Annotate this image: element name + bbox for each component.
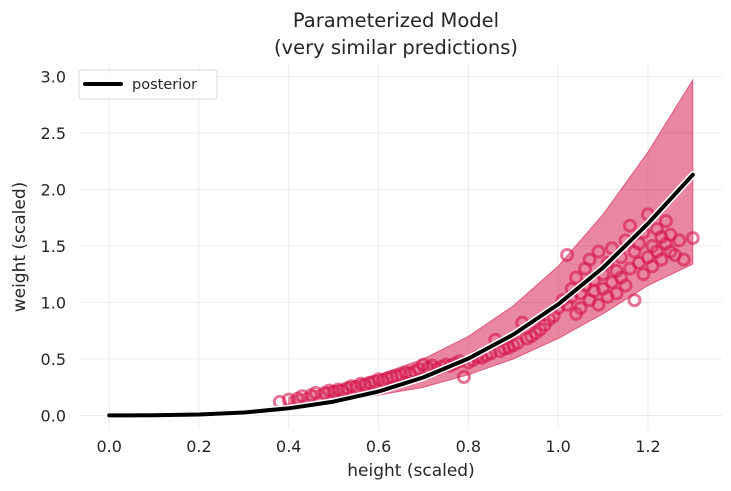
y-tick-label: 2.0 xyxy=(41,181,66,200)
data-point xyxy=(609,286,624,301)
data-point xyxy=(600,255,615,270)
data-point xyxy=(582,252,597,267)
y-axis-title: weight (scaled) xyxy=(10,182,30,313)
y-tick-label: 2.5 xyxy=(41,124,66,143)
legend-label: posterior xyxy=(132,77,197,93)
y-tick-label: 0.0 xyxy=(41,406,66,425)
legend: posterior xyxy=(78,69,218,100)
data-point xyxy=(618,278,633,293)
data-point xyxy=(672,233,687,248)
y-tick-label: 3.0 xyxy=(41,68,66,87)
posterior-line-layer xyxy=(105,171,697,419)
x-tick-label: 0.2 xyxy=(186,437,211,456)
data-point xyxy=(295,389,310,404)
y-tick-label: 1.5 xyxy=(41,237,66,256)
data-point xyxy=(685,231,700,246)
data-point xyxy=(587,284,601,299)
legend-box xyxy=(78,69,218,100)
data-point xyxy=(636,267,651,282)
data-point xyxy=(631,236,646,251)
chart-subtitle: (very similar predictions) xyxy=(274,36,518,59)
data-point xyxy=(627,293,642,308)
chart-title: Parameterized Model xyxy=(293,9,499,32)
posterior-line xyxy=(107,172,695,418)
x-tick-label: 1.0 xyxy=(545,437,570,456)
data-point xyxy=(676,252,691,267)
data-point xyxy=(308,385,323,400)
x-tick-label: 0.6 xyxy=(366,437,391,456)
data-point xyxy=(623,218,637,233)
x-tick-label: 0.8 xyxy=(456,437,481,456)
data-point xyxy=(654,252,669,267)
data-point xyxy=(456,370,471,384)
y-tick-label: 0.5 xyxy=(41,350,66,369)
data-point xyxy=(591,297,606,312)
data-point xyxy=(573,301,588,316)
x-tick-label: 0.4 xyxy=(276,437,301,456)
data-point xyxy=(658,214,673,229)
y-tick-labels: 0.0 0.5 1.0 1.5 2.0 2.5 3.0 xyxy=(41,68,66,426)
x-tick-label: 0.0 xyxy=(96,437,121,456)
data-point xyxy=(560,248,575,262)
data-point xyxy=(569,270,584,285)
observations-layer xyxy=(272,207,700,409)
x-tick-labels: 0.0 0.2 0.4 0.6 0.8 1.0 1.2 xyxy=(96,437,660,456)
data-point xyxy=(605,241,619,256)
data-point xyxy=(591,244,606,259)
x-tick-label: 1.2 xyxy=(635,437,660,456)
y-tick-label: 1.0 xyxy=(41,293,66,312)
x-axis-title: height (scaled) xyxy=(347,461,474,481)
data-point xyxy=(645,259,660,274)
